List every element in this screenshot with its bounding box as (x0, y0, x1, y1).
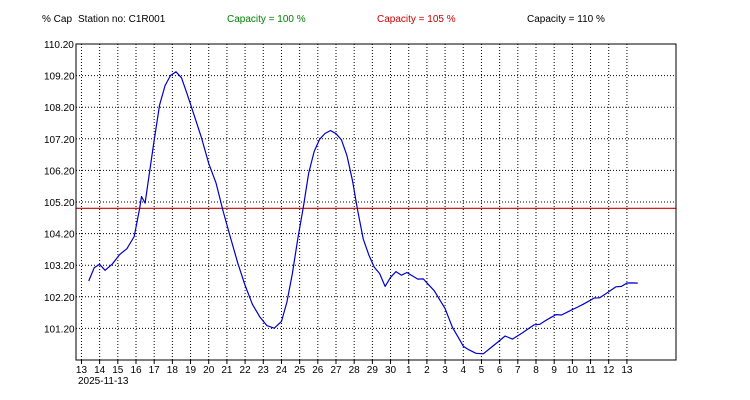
y-tick-label: 108.20 (44, 103, 75, 114)
y-tick-label: 103.20 (44, 261, 75, 272)
x-tick-label: 8 (533, 365, 539, 376)
x-tick-label: 6 (497, 365, 503, 376)
x-tick-label: 10 (567, 365, 579, 376)
x-tick-label: 21 (221, 365, 233, 376)
y-tick-label: 109.20 (44, 72, 75, 83)
x-date-label: 2025-11-13 (78, 376, 129, 387)
x-tick-label: 27 (330, 365, 342, 376)
x-tick-label: 26 (312, 365, 324, 376)
x-tick-label: 29 (367, 365, 379, 376)
x-tick-label: 15 (112, 365, 124, 376)
x-tick-label: 18 (167, 365, 179, 376)
x-tick-label: 11 (585, 365, 596, 376)
x-tick-label: 3 (442, 365, 448, 376)
y-axis-unit-label: % Cap (42, 14, 73, 25)
x-tick-labels: 13 14 15 16 17 18 19 20 21 22 23 24 25 26 27 28 29 30 1 2 3 4… (76, 365, 633, 376)
x-tick-label: 2 (424, 365, 430, 376)
y-tick-label: 107.20 (44, 135, 75, 146)
x-tick-label: 22 (240, 365, 252, 376)
x-tick-label: 17 (149, 365, 161, 376)
station-label: Station no: C1R001 (78, 14, 166, 25)
grid-lines (76, 43, 676, 364)
x-tick-label: 16 (130, 365, 142, 376)
plot-frame (75, 43, 677, 361)
y-tick-labels: 110.20 109.20 108.20 107.20 106.20 105.20 104.… (44, 40, 75, 335)
x-tick-label: 25 (294, 365, 306, 376)
x-tick-label: 19 (185, 365, 197, 376)
capacity-110-label: Capacity = 110 % (527, 14, 605, 25)
capacity-100-label: Capacity = 100 % (227, 14, 306, 25)
x-tick-label: 5 (479, 365, 485, 376)
x-tick-label: 9 (551, 365, 557, 376)
y-tick-label: 110.20 (44, 40, 74, 51)
x-tick-label: 24 (276, 365, 288, 376)
x-tick-label: 1 (406, 365, 412, 376)
x-tick-label: 4 (460, 365, 466, 376)
capacity-105-label: Capacity = 105 % (377, 14, 456, 25)
capacity-series-line (88, 71, 638, 355)
y-tick-label: 104.20 (44, 230, 75, 241)
x-tick-label: 23 (258, 365, 270, 376)
y-tick-label: 106.20 (44, 166, 75, 177)
x-tick-label: 13 (76, 365, 88, 376)
y-tick-label: 101.20 (44, 324, 75, 335)
x-tick-label: 13 (621, 365, 633, 376)
series-group (88, 71, 638, 355)
y-tick-label: 102.20 (44, 293, 75, 304)
x-tick-label: 14 (94, 365, 106, 376)
x-tick-label: 20 (203, 365, 215, 376)
y-tick-label: 105.20 (44, 198, 75, 209)
x-tick-label: 28 (349, 365, 361, 376)
x-tick-label: 7 (515, 365, 521, 376)
x-tick-label: 30 (385, 365, 397, 376)
x-tick-label: 12 (603, 365, 615, 376)
